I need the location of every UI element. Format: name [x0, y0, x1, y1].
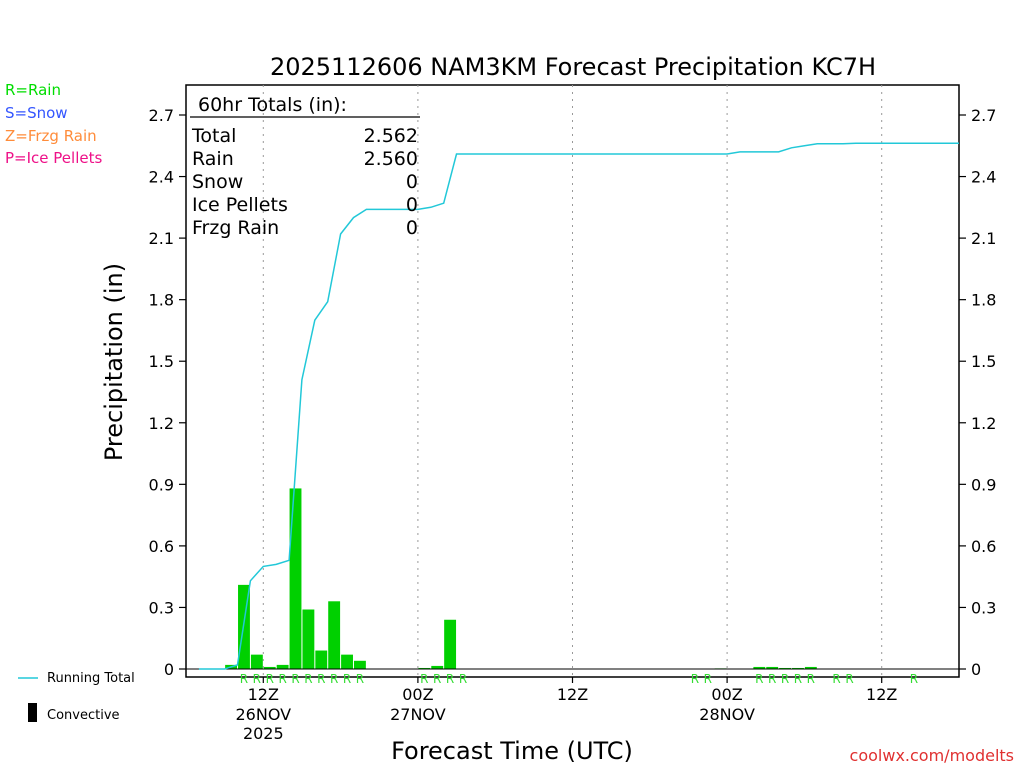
y-tick-label-left: 0	[164, 660, 174, 679]
x-tick-date: 28NOV	[699, 705, 755, 724]
ptype-marker-rain: R	[807, 672, 815, 686]
ptype-marker-rain: R	[240, 672, 248, 686]
totals-label-rain: Rain	[192, 148, 234, 170]
watermark: coolwx.com/modelts	[850, 746, 1014, 765]
precip-bar	[250, 654, 263, 669]
ptype-marker-rain: R	[317, 672, 325, 686]
y-tick-label-right: 2.4	[971, 168, 996, 187]
precip-bar	[766, 666, 779, 669]
y-tick-label-left: 1.2	[149, 414, 174, 433]
y-axis-label: Precipitation (in)	[100, 263, 128, 461]
x-tick-year: 2025	[243, 724, 284, 743]
precip-bar	[804, 666, 817, 669]
ptype-marker-rain: R	[356, 672, 364, 686]
legend-rain: R=Rain	[5, 81, 61, 99]
precip-bar	[444, 619, 457, 669]
x-tick-label: 00Z	[711, 685, 742, 704]
y-tick-label-left: 1.5	[149, 352, 174, 371]
ptype-marker-rain: R	[845, 672, 853, 686]
totals-label-ice-pellets: Ice Pellets	[192, 194, 288, 216]
totals-value-total: 2.562	[364, 125, 418, 147]
y-tick-label-left: 0.6	[149, 537, 174, 556]
ptype-marker-rain: R	[910, 672, 918, 686]
precip-bar	[431, 665, 444, 669]
y-tick-label-left: 0.9	[149, 475, 174, 494]
ptype-marker-rain: R	[459, 672, 467, 686]
y-tick-label-left: 2.4	[149, 168, 174, 187]
x-tick-date: 26NOV	[236, 705, 292, 724]
y-tick-label-right: 1.5	[971, 352, 996, 371]
x-tick-label: 00Z	[402, 685, 433, 704]
precip-bar	[418, 667, 431, 669]
ptype-marker-rain: R	[794, 672, 802, 686]
y-tick-label-left: 2.7	[149, 106, 174, 125]
ptype-marker-rain: R	[781, 672, 789, 686]
precip-bar	[779, 667, 792, 669]
totals-value-frzg-rain: 0	[406, 217, 418, 239]
legend-frzg-rain: Z=Frzg Rain	[5, 127, 97, 145]
x-tick-date: 27NOV	[390, 705, 446, 724]
y-tick-label-left: 2.1	[149, 229, 174, 248]
totals-value-rain: 2.560	[364, 148, 418, 170]
y-tick-label-right: 1.2	[971, 414, 996, 433]
y-tick-label-right: 2.7	[971, 106, 996, 125]
totals-heading: 60hr Totals (in):	[198, 94, 347, 116]
ptype-marker-rain: R	[832, 672, 840, 686]
y-tick-label-right: 0	[971, 660, 981, 679]
precip-bar	[753, 666, 766, 669]
running-total-line	[198, 142, 959, 670]
y-tick-label-right: 0.3	[971, 598, 996, 617]
precip-bar	[276, 664, 289, 669]
totals-value-ice-pellets: 0	[406, 194, 418, 216]
running-total-legend-label: Running Total	[47, 671, 135, 686]
convective-legend-swatch	[28, 703, 37, 722]
ptype-marker-rain: R	[768, 672, 776, 686]
x-tick-label: 12Z	[248, 685, 279, 704]
legend-ice-pellets: P=Ice Pellets	[5, 149, 102, 167]
x-axis-label: Forecast Time (UTC)	[391, 737, 633, 765]
y-tick-label-left: 1.8	[149, 291, 174, 310]
ptype-marker-rain: R	[330, 672, 338, 686]
precip-bar	[263, 666, 276, 669]
totals-box: 60hr Totals (in): Total 2.562 Rain 2.560…	[190, 94, 420, 239]
ptype-marker-rain: R	[343, 672, 351, 686]
chart-title: 2025112606 NAM3KM Forecast Precipitation…	[270, 53, 876, 81]
ptype-marker-rain: R	[446, 672, 454, 686]
legend-snow: S=Snow	[5, 104, 68, 122]
ptype-marker-rain: R	[691, 672, 699, 686]
ptype-marker-rain: R	[291, 672, 299, 686]
precip-bar	[328, 601, 341, 669]
precip-bar	[302, 609, 315, 669]
x-tick-label: 12Z	[866, 685, 897, 704]
totals-label-frzg-rain: Frzg Rain	[192, 217, 279, 239]
totals-value-snow: 0	[406, 171, 418, 193]
y-tick-label-right: 2.1	[971, 229, 996, 248]
ptype-marker-rain: R	[704, 672, 712, 686]
x-tick-label: 12Z	[557, 685, 588, 704]
ptype-marker-rain: R	[420, 672, 428, 686]
ptype-marker-rain: R	[278, 672, 286, 686]
precip-bar	[792, 667, 804, 669]
y-tick-label-right: 0.6	[971, 537, 996, 556]
totals-label-total: Total	[191, 125, 236, 147]
y-tick-label-right: 0.9	[971, 475, 996, 494]
ptype-marker-rain: R	[253, 672, 261, 686]
convective-legend-label: Convective	[47, 708, 120, 723]
ptype-marker-rain: R	[304, 672, 312, 686]
y-tick-label-right: 1.8	[971, 291, 996, 310]
y-tick-label-left: 0.3	[149, 598, 174, 617]
ptype-marker-rain: R	[755, 672, 763, 686]
precip-bar	[315, 650, 328, 669]
precip-bar	[353, 660, 366, 669]
precip-bar	[289, 488, 302, 669]
ptype-marker-rain: R	[266, 672, 274, 686]
precip-bar	[341, 654, 353, 669]
totals-label-snow: Snow	[192, 171, 243, 193]
ptype-marker-rain: R	[433, 672, 441, 686]
